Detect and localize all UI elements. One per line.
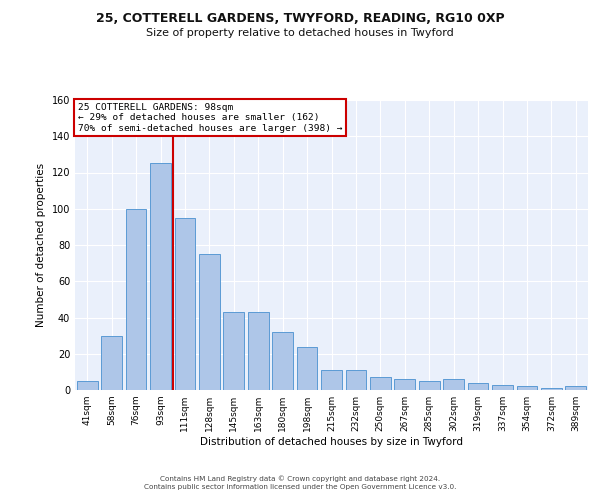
Bar	[223, 312, 244, 390]
Bar	[443, 379, 464, 390]
Bar	[394, 379, 415, 390]
Bar	[517, 386, 538, 390]
Bar	[565, 386, 586, 390]
Text: 25 COTTERELL GARDENS: 98sqm
← 29% of detached houses are smaller (162)
70% of se: 25 COTTERELL GARDENS: 98sqm ← 29% of det…	[77, 103, 342, 132]
Text: 25, COTTERELL GARDENS, TWYFORD, READING, RG10 0XP: 25, COTTERELL GARDENS, TWYFORD, READING,…	[95, 12, 505, 26]
Text: Contains HM Land Registry data © Crown copyright and database right 2024.
Contai: Contains HM Land Registry data © Crown c…	[144, 475, 456, 490]
Bar	[150, 164, 171, 390]
Bar	[419, 381, 440, 390]
Bar	[321, 370, 342, 390]
Y-axis label: Number of detached properties: Number of detached properties	[36, 163, 46, 327]
Bar	[492, 384, 513, 390]
Bar	[346, 370, 367, 390]
Bar	[77, 381, 98, 390]
Bar	[370, 378, 391, 390]
Bar	[199, 254, 220, 390]
X-axis label: Distribution of detached houses by size in Twyford: Distribution of detached houses by size …	[200, 437, 463, 447]
Bar	[175, 218, 196, 390]
Bar	[541, 388, 562, 390]
Bar	[248, 312, 269, 390]
Bar	[467, 383, 488, 390]
Bar	[125, 209, 146, 390]
Bar	[272, 332, 293, 390]
Text: Size of property relative to detached houses in Twyford: Size of property relative to detached ho…	[146, 28, 454, 38]
Bar	[101, 336, 122, 390]
Bar	[296, 346, 317, 390]
